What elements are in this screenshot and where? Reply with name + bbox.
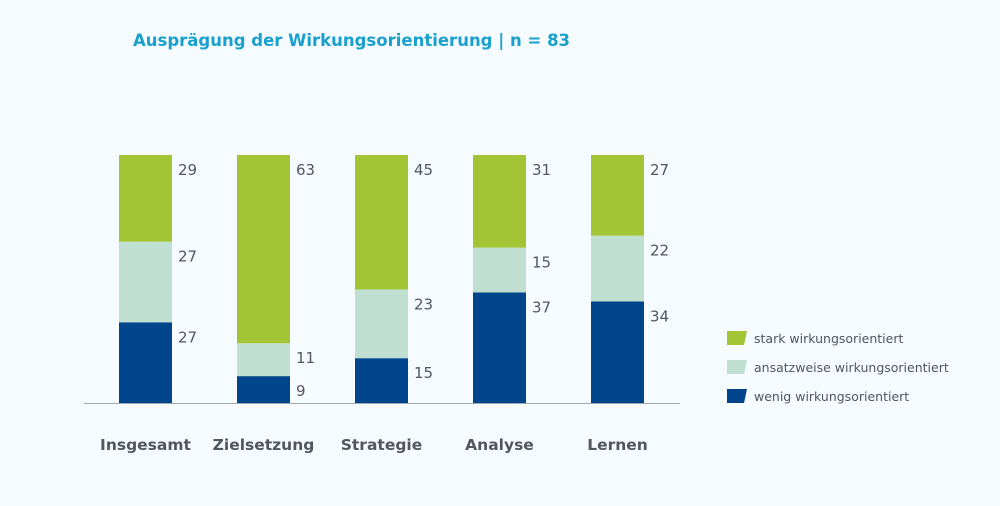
category-label-strategie: Strategie bbox=[341, 436, 423, 454]
category-labels-group: Insgesamt Zielsetzung Strategie Analyse Lern… bbox=[100, 436, 648, 454]
value-label-insgesamt-stark-wirkungsorientiert: 29 bbox=[178, 161, 197, 179]
value-label-strategie-stark-wirkungsorientiert: 45 bbox=[414, 161, 433, 179]
value-label-lernen-stark-wirkungsorientiert: 27 bbox=[650, 161, 669, 179]
value-label-zielsetzung-ansatzweise-wirkungsorientiert: 11 bbox=[296, 349, 315, 367]
value-label-analyse-ansatzweise-wirkungsorientiert: 15 bbox=[532, 254, 551, 272]
category-label-lernen: Lernen bbox=[587, 436, 648, 454]
value-label-lernen-wenig-wirkungsorientiert: 34 bbox=[650, 307, 669, 325]
bar-insgesamt-wenig-wirkungsorientiert bbox=[119, 322, 172, 403]
value-label-analyse-stark-wirkungsorientiert: 31 bbox=[532, 161, 551, 179]
value-label-zielsetzung-stark-wirkungsorientiert: 63 bbox=[296, 161, 315, 179]
legend-label-ansatzweise-wirkungsorientiert: ansatzweise wirkungsorientiert bbox=[754, 360, 949, 375]
value-label-strategie-wenig-wirkungsorientiert: 15 bbox=[414, 364, 433, 382]
bar-analyse-wenig-wirkungsorientiert bbox=[473, 292, 526, 403]
category-label-insgesamt: Insgesamt bbox=[100, 436, 191, 454]
bar-zielsetzung-ansatzweise-wirkungsorientiert bbox=[237, 343, 290, 377]
bar-analyse-stark-wirkungsorientiert bbox=[473, 155, 526, 248]
legend: stark wirkungsorientiert ansatzweise wirk… bbox=[727, 331, 949, 404]
bar-lernen-ansatzweise-wirkungsorientiert bbox=[591, 235, 644, 302]
legend-label-stark-wirkungsorientiert: stark wirkungsorientiert bbox=[754, 331, 903, 346]
legend-label-wenig-wirkungsorientiert: wenig wirkungsorientiert bbox=[754, 389, 909, 404]
bar-lernen-stark-wirkungsorientiert bbox=[591, 155, 644, 236]
bar-strategie-stark-wirkungsorientiert bbox=[355, 155, 408, 290]
bar-lernen-wenig-wirkungsorientiert bbox=[591, 301, 644, 403]
value-label-analyse-wenig-wirkungsorientiert: 37 bbox=[532, 298, 551, 316]
bar-zielsetzung-wenig-wirkungsorientiert bbox=[237, 376, 290, 403]
bars-group bbox=[119, 155, 644, 403]
bar-strategie-wenig-wirkungsorientiert bbox=[355, 358, 408, 403]
category-label-zielsetzung: Zielsetzung bbox=[213, 436, 315, 454]
legend-swatch-wenig-wirkungsorientiert bbox=[727, 389, 747, 403]
value-label-strategie-ansatzweise-wirkungsorientiert: 23 bbox=[414, 295, 433, 313]
legend-swatch-stark-wirkungsorientiert bbox=[727, 331, 747, 345]
bar-insgesamt-ansatzweise-wirkungsorientiert bbox=[119, 241, 172, 323]
bar-analyse-ansatzweise-wirkungsorientiert bbox=[473, 247, 526, 293]
value-label-insgesamt-ansatzweise-wirkungsorientiert: 27 bbox=[178, 248, 197, 266]
value-label-lernen-ansatzweise-wirkungsorientiert: 22 bbox=[650, 242, 669, 260]
bar-strategie-ansatzweise-wirkungsorientiert bbox=[355, 289, 408, 359]
value-labels-group: 27 27 29 9 11 63 15 23 45 37 15 31 34 22 27 bbox=[178, 161, 669, 400]
value-label-insgesamt-wenig-wirkungsorientiert: 27 bbox=[178, 328, 197, 346]
category-label-analyse: Analyse bbox=[465, 436, 534, 454]
value-label-zielsetzung-wenig-wirkungsorientiert: 9 bbox=[296, 382, 306, 400]
bar-zielsetzung-stark-wirkungsorientiert bbox=[237, 155, 290, 344]
bar-insgesamt-stark-wirkungsorientiert bbox=[119, 155, 172, 242]
chart-title: Ausprägung der Wirkungsorientierung | n … bbox=[133, 31, 570, 51]
legend-swatch-ansatzweise-wirkungsorientiert bbox=[727, 360, 747, 374]
